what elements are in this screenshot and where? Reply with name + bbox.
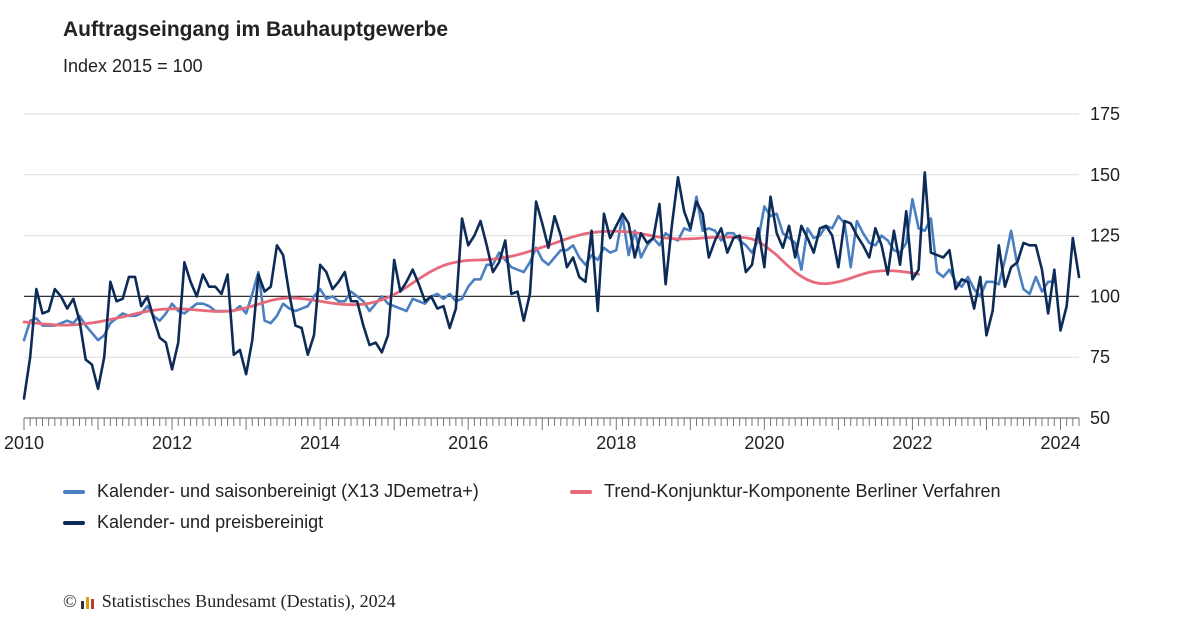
legend-swatch-trend (570, 489, 592, 494)
legend-swatch-preisbereinigt (63, 520, 85, 525)
series-line-3 (22, 171, 1081, 400)
x-tick-label-2014: 2014 (300, 433, 340, 453)
chart-title: Auftragseingang im Bauhauptgewerbe (63, 18, 449, 41)
legend-item-saisonbereinigt: Kalender- und saisonbereinigt (X13 JDeme… (63, 481, 479, 502)
legend-label-trend: Trend-Konjunktur-Komponente Berliner Ver… (604, 481, 1001, 501)
axis-labels: 50 75 100 125 150 175 2010 2012 2014 2016 2018 2020… (4, 104, 1120, 453)
x-tick-label-2024: 2024 (1040, 433, 1080, 453)
series-line-1 (22, 195, 1056, 342)
x-axis (23, 417, 1080, 430)
y-tick-label-125: 125 (1090, 226, 1120, 246)
source-text: Statistisches Bundesamt (Destatis), 2024 (101, 591, 396, 611)
chart-subtitle: Index 2015 = 100 (63, 56, 203, 76)
line-chart: 50 75 100 125 150 175 2010 2012 2014 2016 2018 2020… (4, 104, 1120, 453)
legend-item-preisbereinigt: Kalender- und preisbereinigt (63, 512, 323, 533)
x-tick-label-2022: 2022 (892, 433, 932, 453)
y-tick-label-150: 150 (1090, 165, 1120, 185)
x-tick-label-2010: 2010 (4, 433, 44, 453)
destatis-logo-icon (80, 596, 94, 609)
source-note: © Statistisches Bundesamt (Destatis), 20… (63, 591, 396, 612)
x-tick-label-2012: 2012 (152, 433, 192, 453)
y-tick-label-100: 100 (1090, 286, 1120, 306)
legend-label-preisbereinigt: Kalender- und preisbereinigt (97, 512, 324, 532)
y-tick-label-175: 175 (1090, 104, 1120, 124)
x-tick-label-2016: 2016 (448, 433, 488, 453)
series-line-2 (22, 229, 920, 327)
legend-item-trend: Trend-Konjunktur-Komponente Berliner Ver… (570, 481, 1001, 502)
legend-swatch-saisonbereinigt (63, 489, 85, 494)
y-tick-label-50: 50 (1090, 408, 1110, 428)
copyright-symbol: © (63, 591, 77, 611)
x-tick-label-2020: 2020 (744, 433, 784, 453)
y-tick-label-75: 75 (1090, 347, 1110, 367)
legend-label-saisonbereinigt: Kalender- und saisonbereinigt (X13 JDeme… (97, 481, 479, 501)
x-tick-label-2018: 2018 (596, 433, 636, 453)
series-lines (22, 171, 1081, 400)
